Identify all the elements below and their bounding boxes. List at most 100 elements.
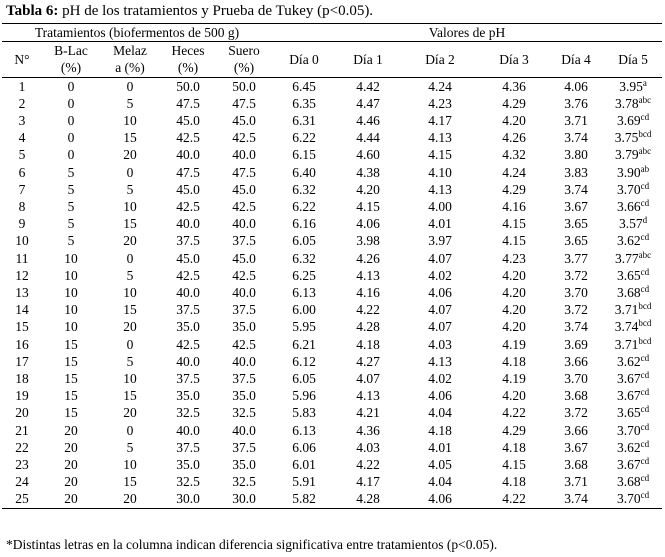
heces-value: 42.5: [176, 199, 200, 215]
heces-value: 40.0: [176, 285, 200, 301]
melaza-value: 0: [126, 78, 134, 94]
day5-number: 3.71: [614, 336, 639, 352]
table-row: 3 0 10 45.0 45.0 6.31 4.46 4.17 4.20 3.71 3.69cd: [2, 112, 662, 129]
blac-value: 0: [67, 113, 75, 129]
header-suero-line1: Suero: [228, 43, 260, 59]
day3-value: 4.29: [502, 422, 526, 438]
heces-value: 42.5: [176, 267, 200, 283]
day5-value: 3.62cd: [604, 353, 662, 370]
heces-value: 37.5: [176, 302, 200, 318]
day5-value: 3.66cd: [604, 198, 662, 215]
day0-value: 6.35: [292, 95, 316, 111]
suero-value: 45.0: [232, 181, 256, 197]
day4-value: 3.66: [564, 422, 588, 438]
day2-value: 4.18: [428, 422, 452, 438]
day5-number: 3.78: [614, 95, 639, 111]
day1-value: 4.16: [356, 285, 380, 301]
suero-value: 35.0: [232, 388, 256, 404]
tukey-letters: cd: [640, 473, 650, 484]
blac-value: 10: [64, 250, 78, 266]
day3-value: 4.18: [502, 353, 526, 369]
day5-value: 3.70cd: [604, 490, 662, 508]
day2-value: 4.06: [428, 285, 452, 301]
day1-value: 4.21: [356, 405, 380, 421]
melaza-value: 0: [126, 422, 134, 438]
day4-value: 4.06: [564, 78, 588, 94]
day5-value: 3.57d: [604, 215, 662, 232]
day3-value: 4.19: [502, 371, 526, 387]
row-number: 14: [15, 302, 29, 318]
suero-value: 37.5: [232, 371, 256, 387]
table-footnote: *Distintas letras en la columna indican …: [6, 537, 498, 552]
day2-value: 4.04: [428, 474, 452, 490]
day3-value: 4.29: [502, 95, 526, 111]
tukey-letters: abc: [638, 94, 652, 105]
melaza-value: 20: [123, 319, 137, 335]
day1-value: 4.46: [356, 113, 380, 129]
day1-value: 4.44: [356, 130, 380, 146]
blac-value: 20: [64, 439, 78, 455]
heces-value: 37.5: [176, 439, 200, 455]
suero-value: 37.5: [232, 233, 256, 249]
melaza-value: 0: [126, 164, 134, 180]
day0-value: 6.15: [292, 147, 316, 163]
day1-value: 4.60: [356, 147, 380, 163]
row-number: 20: [15, 405, 29, 421]
header-n: N°: [14, 51, 30, 67]
day4-value: 3.72: [564, 267, 588, 283]
tukey-letters: bcd: [638, 318, 652, 329]
row-number: 25: [15, 491, 29, 507]
tukey-letters: bcd: [638, 129, 652, 140]
day0-value: 6.21: [292, 336, 316, 352]
day0-value: 5.96: [292, 388, 316, 404]
day0-value: 6.16: [292, 216, 316, 232]
day0-value: 6.12: [292, 353, 316, 369]
melaza-value: 10: [123, 199, 137, 215]
row-number: 6: [18, 164, 26, 180]
day4-value: 3.67: [564, 439, 588, 455]
day3-value: 4.16: [502, 199, 526, 215]
row-number: 4: [18, 130, 26, 146]
day0-value: 5.95: [292, 319, 316, 335]
table-row: 19 15 15 35.0 35.0 5.96 4.13 4.06 4.20 3.68 3.67cd: [2, 387, 662, 404]
day5-value: 3.78abc: [604, 95, 662, 112]
day5-value: 3.70cd: [604, 422, 662, 439]
tukey-letters: bcd: [638, 301, 652, 312]
day3-value: 4.20: [502, 267, 526, 283]
blac-value: 0: [67, 78, 75, 94]
day2-value: 4.13: [428, 130, 452, 146]
row-number: 22: [15, 439, 29, 455]
melaza-value: 15: [123, 388, 137, 404]
day1-value: 4.18: [356, 336, 380, 352]
day2-value: 4.06: [428, 491, 452, 507]
day0-value: 6.25: [292, 267, 316, 283]
day0-value: 6.05: [292, 371, 316, 387]
day4-value: 3.70: [564, 285, 588, 301]
day2-value: 4.07: [428, 250, 452, 266]
day5-number: 3.65: [616, 267, 641, 283]
table-row: 5 0 20 40.0 40.0 6.15 4.60 4.15 4.32 3.80 3.79abc: [2, 146, 662, 163]
suero-value: 40.0: [232, 285, 256, 301]
day1-value: 4.28: [356, 319, 380, 335]
melaza-value: 15: [123, 474, 137, 490]
day5-value: 3.95a: [604, 77, 662, 95]
day2-value: 4.10: [428, 164, 452, 180]
row-number: 10: [15, 233, 29, 249]
melaza-value: 20: [123, 233, 137, 249]
tukey-letters: cd: [640, 112, 650, 123]
day1-value: 4.42: [356, 78, 380, 94]
row-number: 18: [15, 371, 29, 387]
tukey-letters: abc: [638, 249, 652, 260]
suero-value: 35.0: [232, 319, 256, 335]
header-day4: Día 4: [561, 51, 591, 67]
melaza-value: 15: [123, 130, 137, 146]
heces-value: 45.0: [176, 113, 200, 129]
header-melaza-line1: Melaz: [113, 43, 147, 59]
day1-value: 4.47: [356, 95, 380, 111]
day3-value: 4.15: [502, 233, 526, 249]
day0-value: 6.13: [292, 285, 316, 301]
day2-value: 4.05: [428, 457, 452, 473]
blac-value: 10: [64, 267, 78, 283]
day1-value: 4.36: [356, 422, 380, 438]
day2-value: 4.01: [428, 216, 452, 232]
